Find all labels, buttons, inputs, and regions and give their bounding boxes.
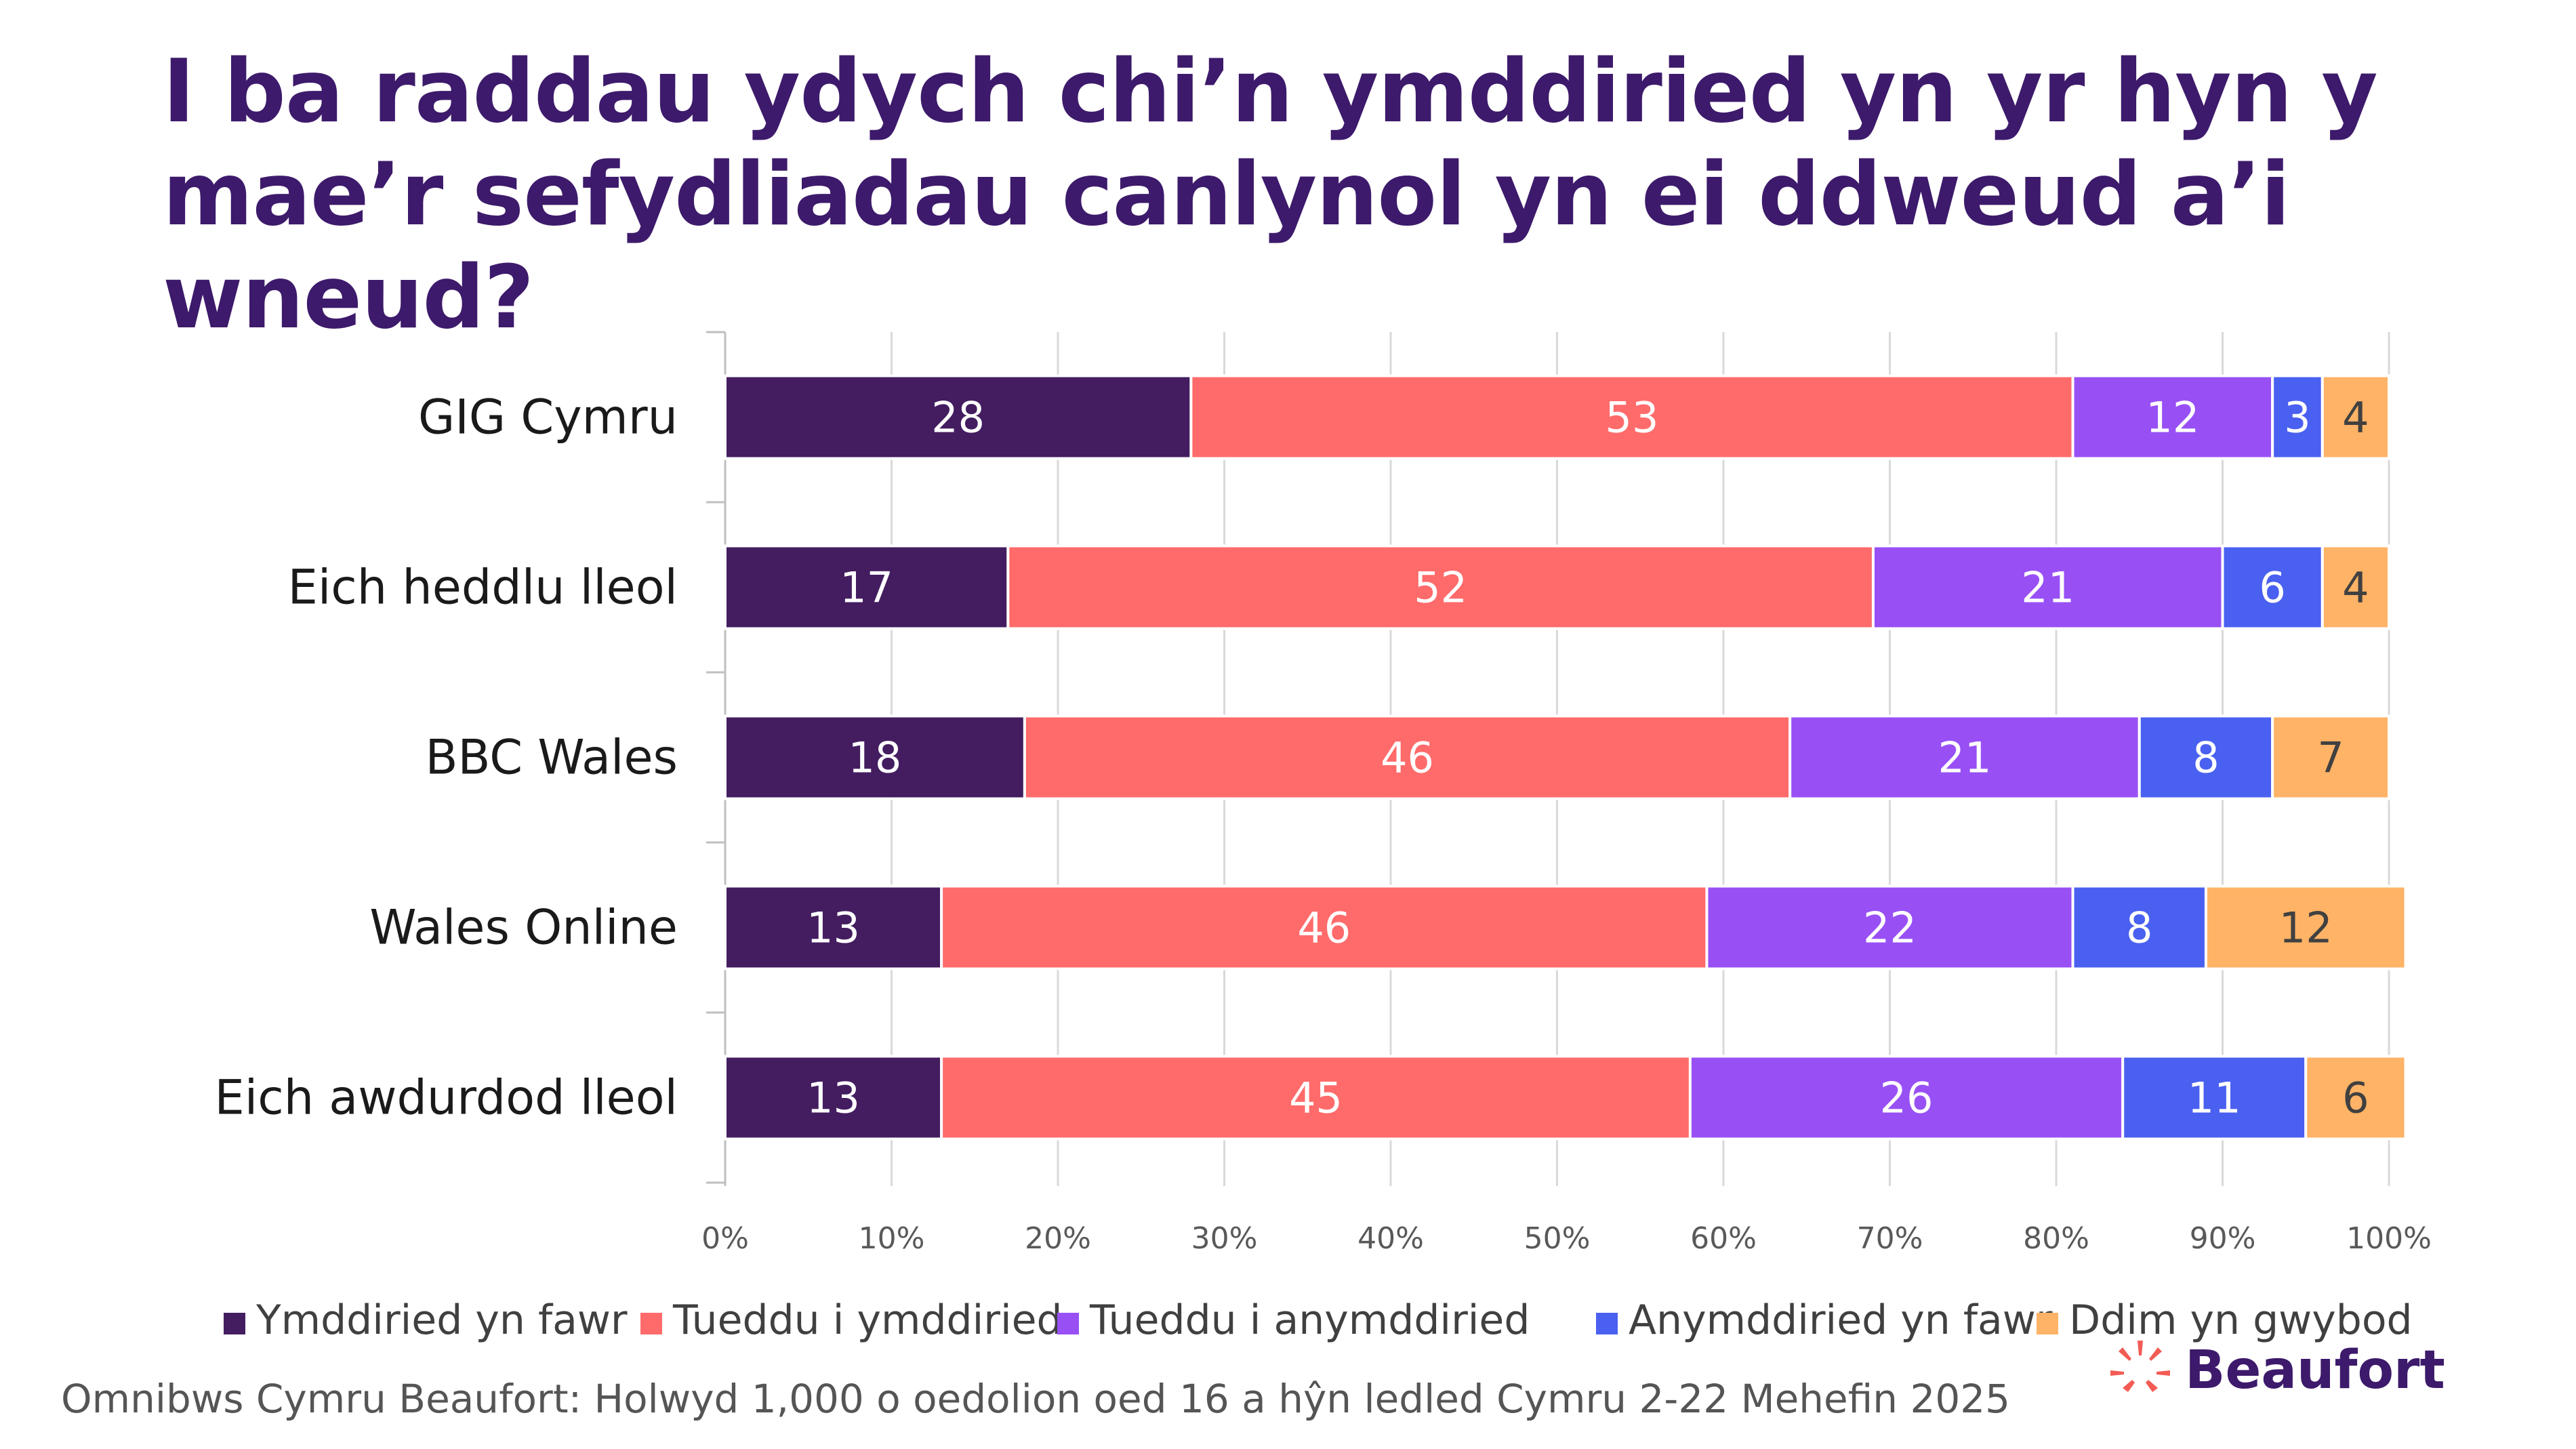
x-tick-label: 100% [2346, 1221, 2432, 1256]
data-label: 3 [2284, 393, 2310, 443]
bar-segment [2321, 374, 2391, 460]
bar-segment [2321, 544, 2391, 630]
bar-segment [2271, 714, 2390, 800]
bar-segment [1871, 544, 2224, 630]
x-tick-label: 0% [701, 1221, 749, 1256]
data-label: 6 [2259, 563, 2285, 613]
bar-segment [724, 714, 1026, 800]
category-label: BBC Wales [425, 730, 678, 785]
bar-segment [2271, 374, 2324, 460]
x-tick-label: 90% [2190, 1221, 2256, 1256]
x-tick-label: 30% [1191, 1221, 1258, 1256]
data-label: 13 [806, 1074, 860, 1123]
bar-segment [1023, 714, 1792, 800]
data-label: 21 [1938, 733, 1992, 783]
bar-segment [940, 884, 1709, 971]
bar-segment [2138, 714, 2274, 800]
bar-segment [940, 1055, 1692, 1141]
category-label: Eich heddlu lleol [288, 560, 678, 615]
data-label: 45 [1289, 1074, 1343, 1123]
bar-segment [724, 1055, 943, 1141]
legend-label: Tueddu i ymddiried [672, 1297, 1063, 1344]
legend-swatch [2037, 1313, 2058, 1334]
bar-segment [724, 884, 943, 971]
x-tick-label: 60% [1690, 1221, 1757, 1256]
data-label: 21 [2021, 563, 2074, 613]
data-label: 7 [2317, 733, 2344, 783]
legend-label: Tueddu i anymddiried [1089, 1297, 1530, 1344]
x-tick-label: 70% [1857, 1221, 1923, 1256]
data-label: 26 [1880, 1074, 1934, 1123]
legend-label: Anymddiried yn fawr [1629, 1297, 2053, 1344]
data-label: 11 [2188, 1074, 2241, 1123]
legend-swatch [640, 1313, 662, 1334]
data-label: 52 [1414, 563, 1467, 613]
legend-label: Ymddiried yn fawr [255, 1297, 628, 1344]
category-label: Eich awdurdod lleol [215, 1070, 678, 1126]
legend: Ymddiried yn fawr Tueddu i ymddiried Tuedd… [224, 1297, 2413, 1344]
legend-label: Ddim yn gwybod [2069, 1297, 2413, 1344]
x-tick-label: 50% [1524, 1221, 1591, 1256]
data-label: 46 [1381, 733, 1434, 783]
data-label: 4 [2342, 563, 2369, 613]
category-label: GIG Cymru [418, 390, 678, 445]
logo-text: Beaufort [2185, 1340, 2445, 1401]
bar-segment [2071, 884, 2207, 971]
data-label: 53 [1606, 393, 1659, 443]
bar-segment [1006, 544, 1875, 630]
category-label: Wales Online [369, 900, 678, 956]
data-label: 4 [2342, 393, 2369, 443]
data-label: 8 [2126, 903, 2152, 953]
bar-segment [1189, 374, 2074, 460]
bar-segment [2071, 374, 2274, 460]
x-tick-label: 80% [2023, 1221, 2089, 1256]
x-axis-ticks: 0% 10% 20% 30% 40% 50% 60% 70% 80% 90% 100% [701, 1221, 2432, 1256]
footnote: Omnibws Cymru Beaufort: Holwyd 1,000 o o… [61, 1376, 2011, 1422]
data-label: 8 [2192, 733, 2219, 783]
data-label: 46 [1297, 903, 1351, 953]
data-label: 13 [806, 903, 860, 953]
legend-swatch [1057, 1313, 1079, 1334]
category-labels: GIG Cymru Eich heddlu lleol BBC Wales Wales… [215, 390, 678, 1126]
data-label: 12 [2279, 903, 2333, 953]
data-label: 12 [2146, 393, 2199, 443]
data-label: 22 [1863, 903, 1917, 953]
bar-segment [1788, 714, 2141, 800]
x-tick-label: 10% [859, 1221, 925, 1256]
x-tick-label: 40% [1357, 1221, 1424, 1256]
data-label: 6 [2342, 1074, 2369, 1123]
legend-swatch [1596, 1313, 1618, 1334]
data-label: 28 [931, 393, 985, 443]
bar-segment [724, 544, 1010, 630]
bar-segment [724, 374, 1193, 460]
chart-title: I ba raddau ydych chi’n ymddiried yn yr … [163, 41, 2378, 348]
legend-swatch [224, 1313, 245, 1334]
x-tick-label: 20% [1025, 1221, 1091, 1256]
beaufort-burst-icon [2110, 1341, 2170, 1392]
bar-segment [1688, 1055, 2125, 1141]
bar-segment [2204, 884, 2407, 971]
data-label: 18 [848, 733, 901, 783]
data-label: 17 [840, 563, 893, 613]
beaufort-logo: Beaufort [2108, 1336, 2445, 1404]
bar-segment [2304, 1055, 2407, 1141]
